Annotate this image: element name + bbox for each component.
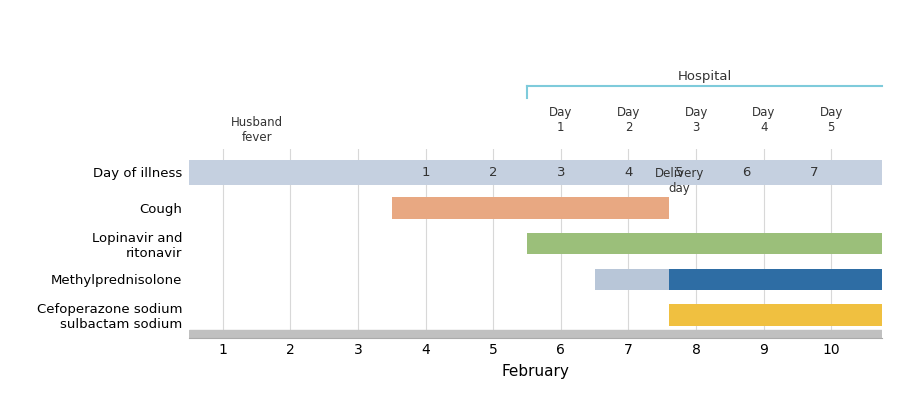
Text: Day
4: Day 4 — [752, 106, 776, 134]
Bar — [527, 233, 882, 254]
Text: Hospital: Hospital — [678, 70, 732, 83]
Bar — [189, 330, 882, 338]
Text: Day
2: Day 2 — [616, 106, 640, 134]
Bar — [669, 268, 882, 290]
Text: Day
1: Day 1 — [549, 106, 572, 134]
Text: 4: 4 — [625, 166, 633, 179]
Text: Day
3: Day 3 — [684, 106, 707, 134]
Text: 5: 5 — [675, 166, 683, 179]
Text: 7: 7 — [810, 166, 819, 179]
Bar — [669, 304, 882, 325]
Text: 3: 3 — [556, 166, 565, 179]
Text: Husband
fever: Husband fever — [230, 116, 283, 144]
Text: 2: 2 — [489, 166, 498, 179]
Text: Day
5: Day 5 — [820, 106, 843, 134]
Text: Delivery
day: Delivery day — [654, 167, 704, 195]
X-axis label: February: February — [501, 364, 570, 379]
Bar — [189, 160, 882, 185]
Text: 6: 6 — [742, 166, 751, 179]
Bar — [595, 268, 669, 290]
Text: 1: 1 — [421, 166, 430, 179]
Bar — [392, 197, 669, 219]
